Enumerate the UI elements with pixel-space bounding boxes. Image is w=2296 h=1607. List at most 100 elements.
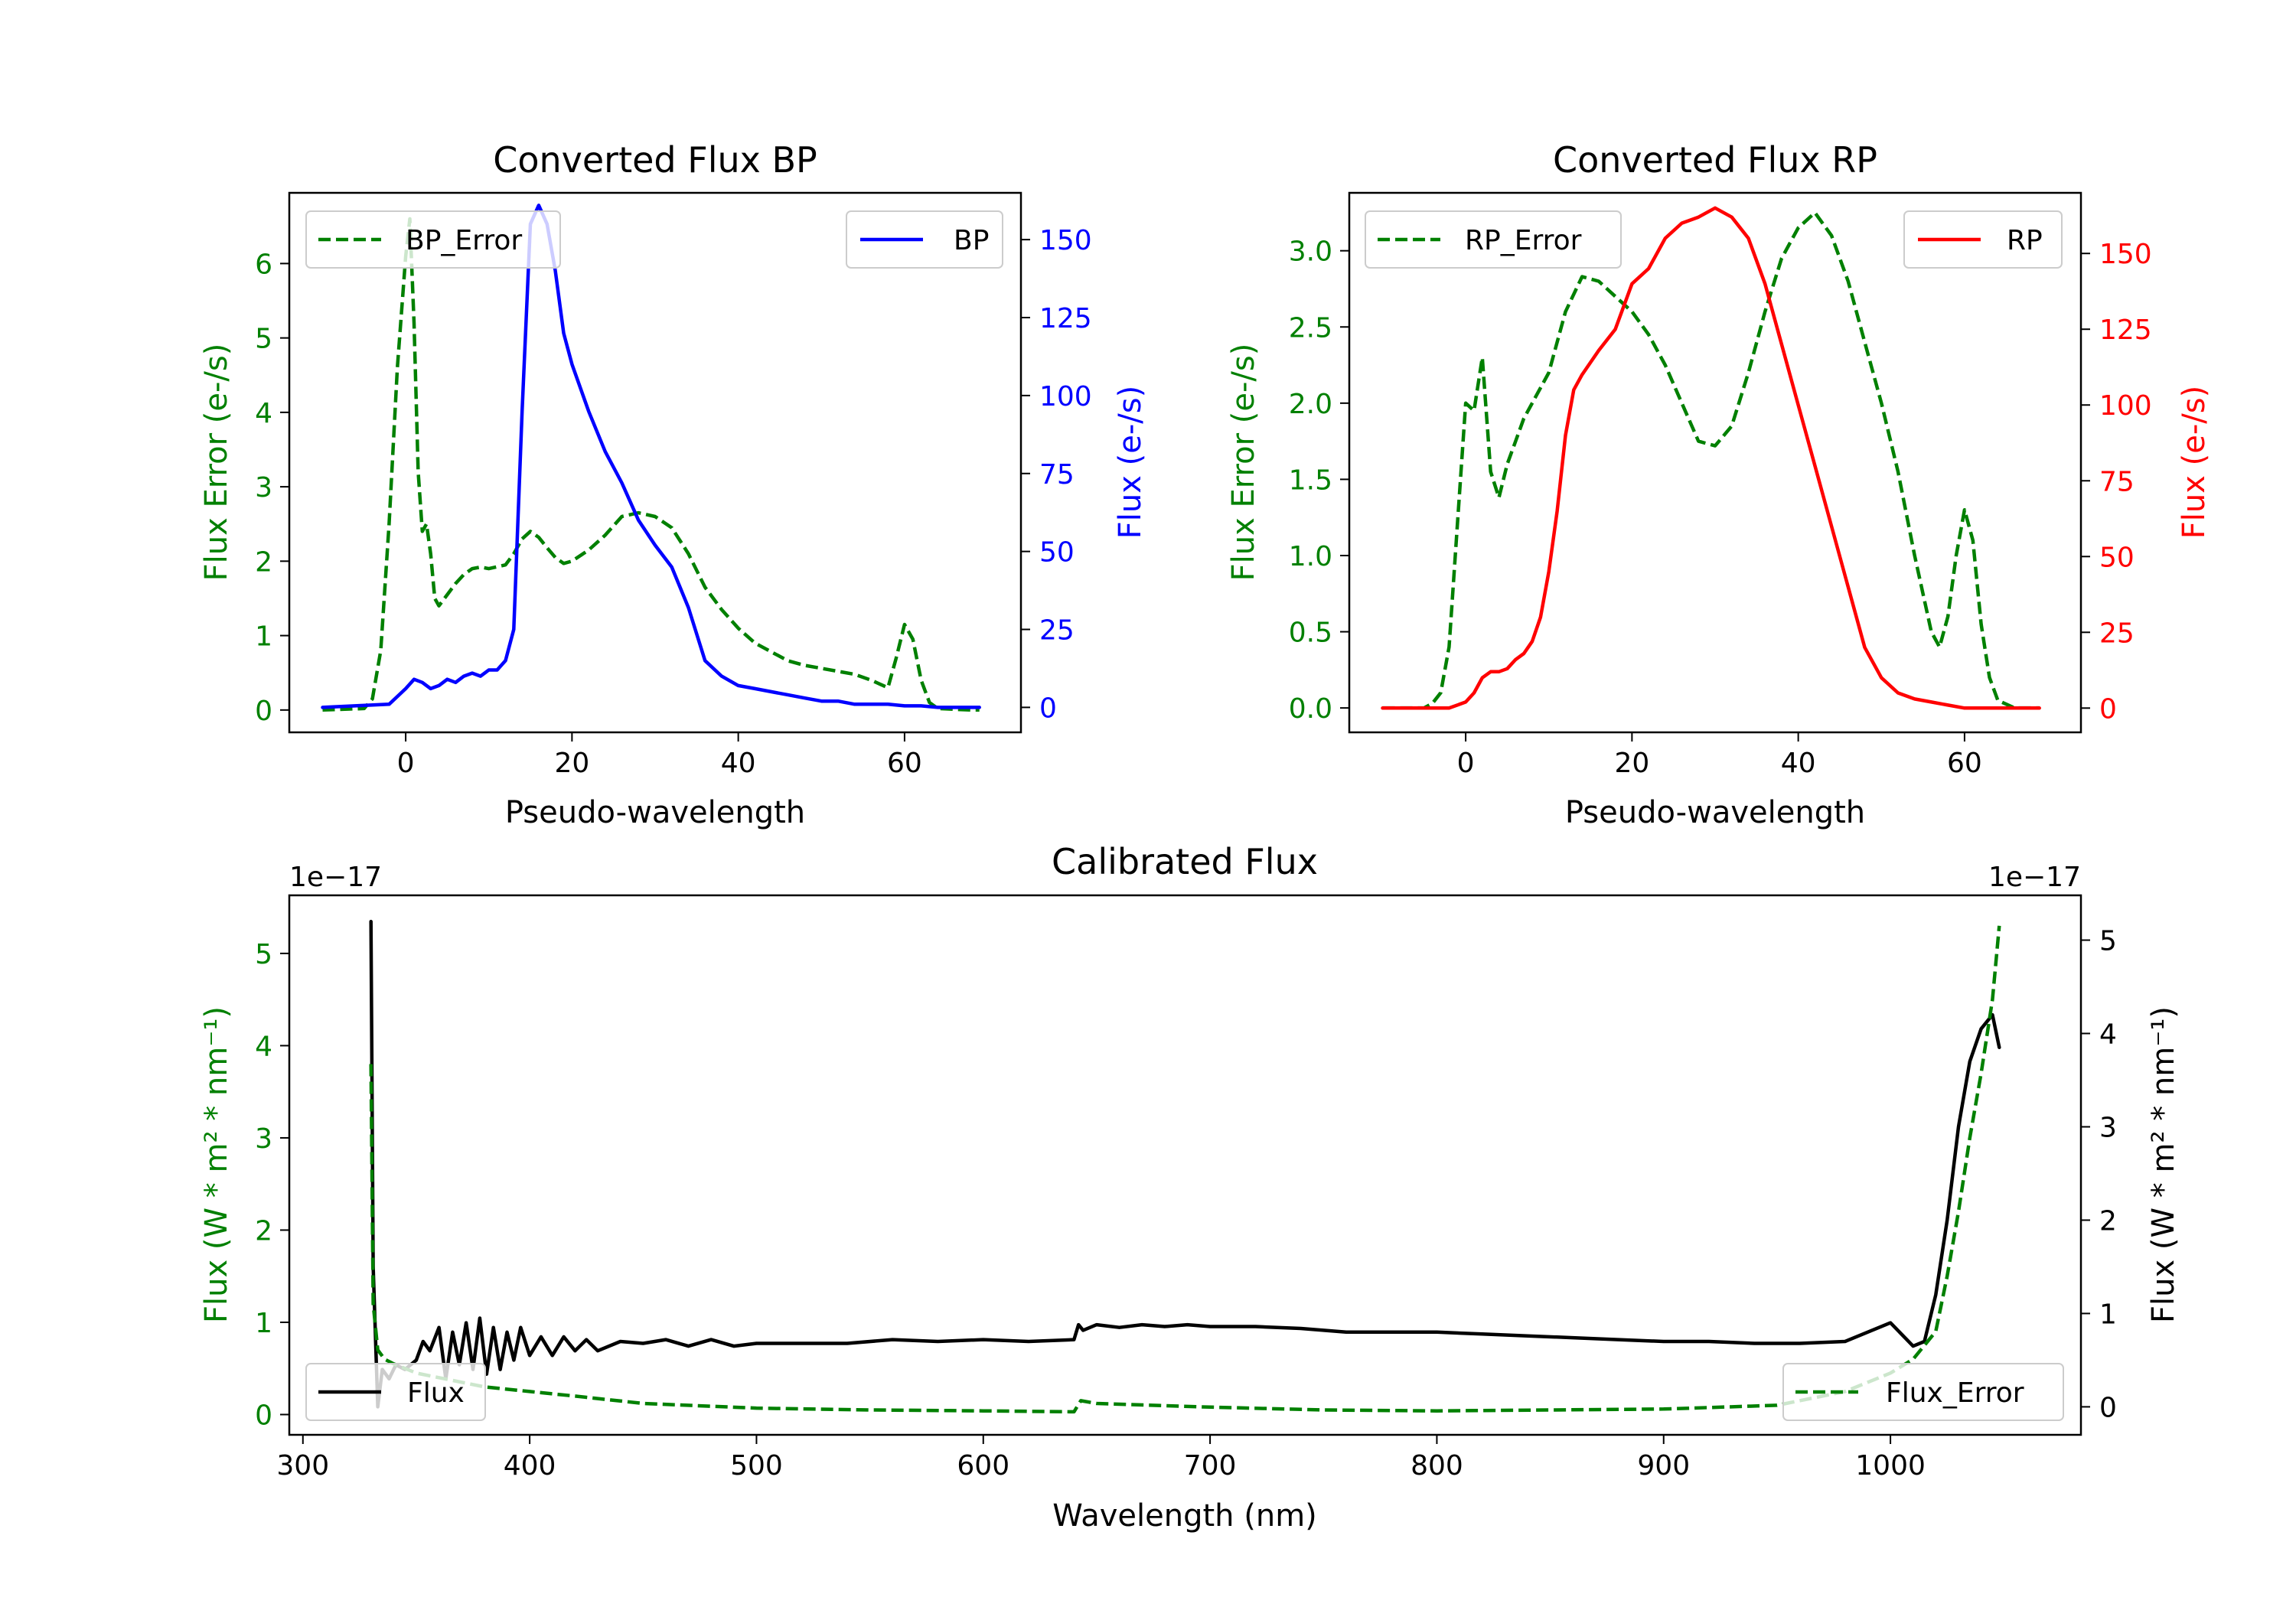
axes-frame-calibrated	[288, 894, 2082, 1436]
legend-rp: RP	[1903, 210, 2063, 269]
series-layer-calibrated	[369, 919, 2001, 1414]
x-tick-label: 20	[554, 748, 589, 779]
left-ticks-bp: 0 1 2 3 4 5 6	[255, 249, 289, 727]
chart-title-rp: Converted Flux RP	[1553, 139, 1877, 181]
left-tick-label: 2.5	[1289, 312, 1332, 344]
legend-flux: Flux	[305, 1363, 486, 1421]
left-axis-label-calibrated: Flux (W * m² * nm⁻¹)	[199, 1006, 234, 1323]
legend-box-flux	[305, 1363, 486, 1421]
x-ticks-calibrated: 300 400 500 600 700 800 900 1000	[276, 1435, 1926, 1482]
right-tick-label: 50	[1039, 537, 1075, 569]
left-tick-label: 0	[255, 1400, 272, 1431]
left-tick-label: 1	[255, 621, 272, 653]
legend-flux-error: Flux_Error	[1782, 1363, 2064, 1421]
right-tick-label: 75	[1039, 459, 1075, 491]
left-tick-label: 1.5	[1289, 464, 1332, 496]
right-tick-label: 1	[2099, 1299, 2117, 1330]
left-tick-label: 3	[255, 472, 272, 504]
left-tick-label: 2.0	[1289, 389, 1332, 420]
x-tick-label: 400	[504, 1450, 556, 1482]
right-ticks-bp: 0 25 50 75 100 125 150	[1021, 225, 1092, 724]
series-layer-rp	[1381, 206, 2041, 710]
legend-label-bp: BP	[954, 225, 989, 256]
right-tick-label: 3	[2099, 1112, 2117, 1143]
x-tick-label: 700	[1184, 1450, 1237, 1482]
x-ticks-bp: 0 20 40 60	[397, 732, 922, 779]
legend-label-flux: Flux	[407, 1377, 465, 1409]
x-axis-label-rp: Pseudo-wavelength	[1565, 795, 1865, 830]
right-tick-label: 0	[2099, 1392, 2117, 1423]
right-tick-label: 25	[2099, 618, 2135, 649]
left-tick-label: 3	[255, 1123, 272, 1155]
panel-calibrated: Calibrated Flux 300 400 500 600 700 800 900 100…	[199, 841, 2181, 1534]
series-bp-error-line	[322, 217, 980, 712]
panel-bp: Converted Flux BP 0 20 40 60 0 1 2 3 4 5 6 0 25 50 7…	[199, 139, 1148, 830]
left-axis-label-rp: Flux Error (e-/s)	[1226, 344, 1261, 582]
right-tick-label: 4	[2099, 1019, 2117, 1051]
legend-label-rp: RP	[2007, 225, 2043, 256]
legend-label-rp-error: RP_Error	[1465, 225, 1582, 256]
left-tick-label: 4	[255, 1031, 272, 1062]
legend-box-rp-error	[1365, 210, 1622, 269]
x-tick-label: 20	[1614, 748, 1649, 779]
x-axis-label-calibrated: Wavelength (nm)	[1052, 1498, 1317, 1534]
right-tick-label: 25	[1039, 615, 1075, 647]
right-tick-label: 150	[2099, 239, 2152, 270]
series-flux-line	[369, 919, 2001, 1409]
legend-rp-error: RP_Error	[1365, 210, 1622, 269]
right-tick-label: 150	[1039, 225, 1092, 256]
x-tick-label: 500	[730, 1450, 783, 1482]
x-tick-label: 300	[276, 1450, 329, 1482]
left-ticks-rp: 0.0 0.5 1.0 1.5 2.0 2.5 3.0	[1289, 236, 1349, 725]
right-axis-multiplier: 1e−17	[1988, 862, 2081, 893]
right-tick-label: 100	[1039, 381, 1092, 412]
legend-bp: BP	[846, 210, 1003, 269]
series-layer-bp	[321, 204, 981, 712]
left-tick-label: 5	[255, 324, 272, 355]
right-tick-label: 125	[1039, 303, 1092, 334]
chart-title-bp: Converted Flux BP	[493, 139, 817, 181]
x-tick-label: 800	[1411, 1450, 1463, 1482]
x-tick-label: 60	[887, 748, 922, 779]
legend-box-bp-error	[305, 210, 561, 269]
legend-label-bp-error: BP_Error	[406, 225, 522, 256]
left-tick-label: 1.0	[1289, 541, 1332, 572]
left-tick-label: 2	[255, 546, 272, 578]
panel-rp: Converted Flux RP 0 20 40 60 0.0 0.5 1.0 1.5 2.…	[1226, 139, 2212, 830]
legend-box-bp	[846, 210, 1003, 269]
left-tick-label: 0.5	[1289, 618, 1332, 649]
right-tick-label: 0	[1039, 693, 1057, 724]
left-ticks-calibrated: 0 1 2 3 4 5	[255, 939, 289, 1431]
x-axis-label-bp: Pseudo-wavelength	[505, 795, 805, 830]
x-tick-label: 900	[1637, 1450, 1690, 1482]
right-tick-label: 125	[2099, 315, 2152, 346]
series-rp-line	[1381, 206, 2041, 710]
x-ticks-rp: 0 20 40 60	[1457, 732, 1982, 779]
x-tick-label: 40	[721, 748, 756, 779]
left-tick-label: 0.0	[1289, 693, 1332, 725]
left-tick-label: 2	[255, 1215, 272, 1247]
left-tick-label: 1	[255, 1308, 272, 1339]
right-ticks-calibrated: 0 1 2 3 4 5	[2081, 926, 2117, 1423]
right-tick-label: 75	[2099, 466, 2135, 497]
left-tick-label: 3.0	[1289, 236, 1332, 268]
right-tick-label: 50	[2099, 542, 2135, 573]
legend-box-rp	[1903, 210, 2063, 269]
right-tick-label: 2	[2099, 1205, 2117, 1237]
series-flux-error-line	[369, 925, 2001, 1414]
right-axis-label-rp: Flux (e-/s)	[2177, 386, 2212, 539]
chart-title-calibrated: Calibrated Flux	[1052, 841, 1318, 882]
right-tick-label: 100	[2099, 390, 2152, 422]
left-tick-label: 0	[255, 696, 272, 727]
x-tick-label: 40	[1781, 748, 1816, 779]
left-tick-label: 5	[255, 939, 272, 970]
right-tick-label: 5	[2099, 926, 2117, 957]
series-rp-error-line	[1382, 210, 2040, 710]
left-tick-label: 6	[255, 249, 272, 280]
x-tick-label: 600	[957, 1450, 1009, 1482]
left-axis-multiplier: 1e−17	[289, 862, 382, 893]
right-ticks-rp: 0 25 50 75 100 125 150	[2081, 239, 2152, 725]
x-tick-label: 60	[1947, 748, 1982, 779]
axes-frame-rp	[1348, 191, 2082, 734]
